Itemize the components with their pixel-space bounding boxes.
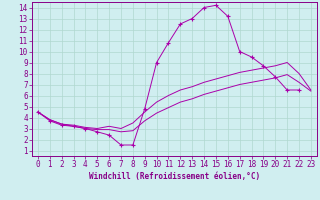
X-axis label: Windchill (Refroidissement éolien,°C): Windchill (Refroidissement éolien,°C)	[89, 172, 260, 181]
